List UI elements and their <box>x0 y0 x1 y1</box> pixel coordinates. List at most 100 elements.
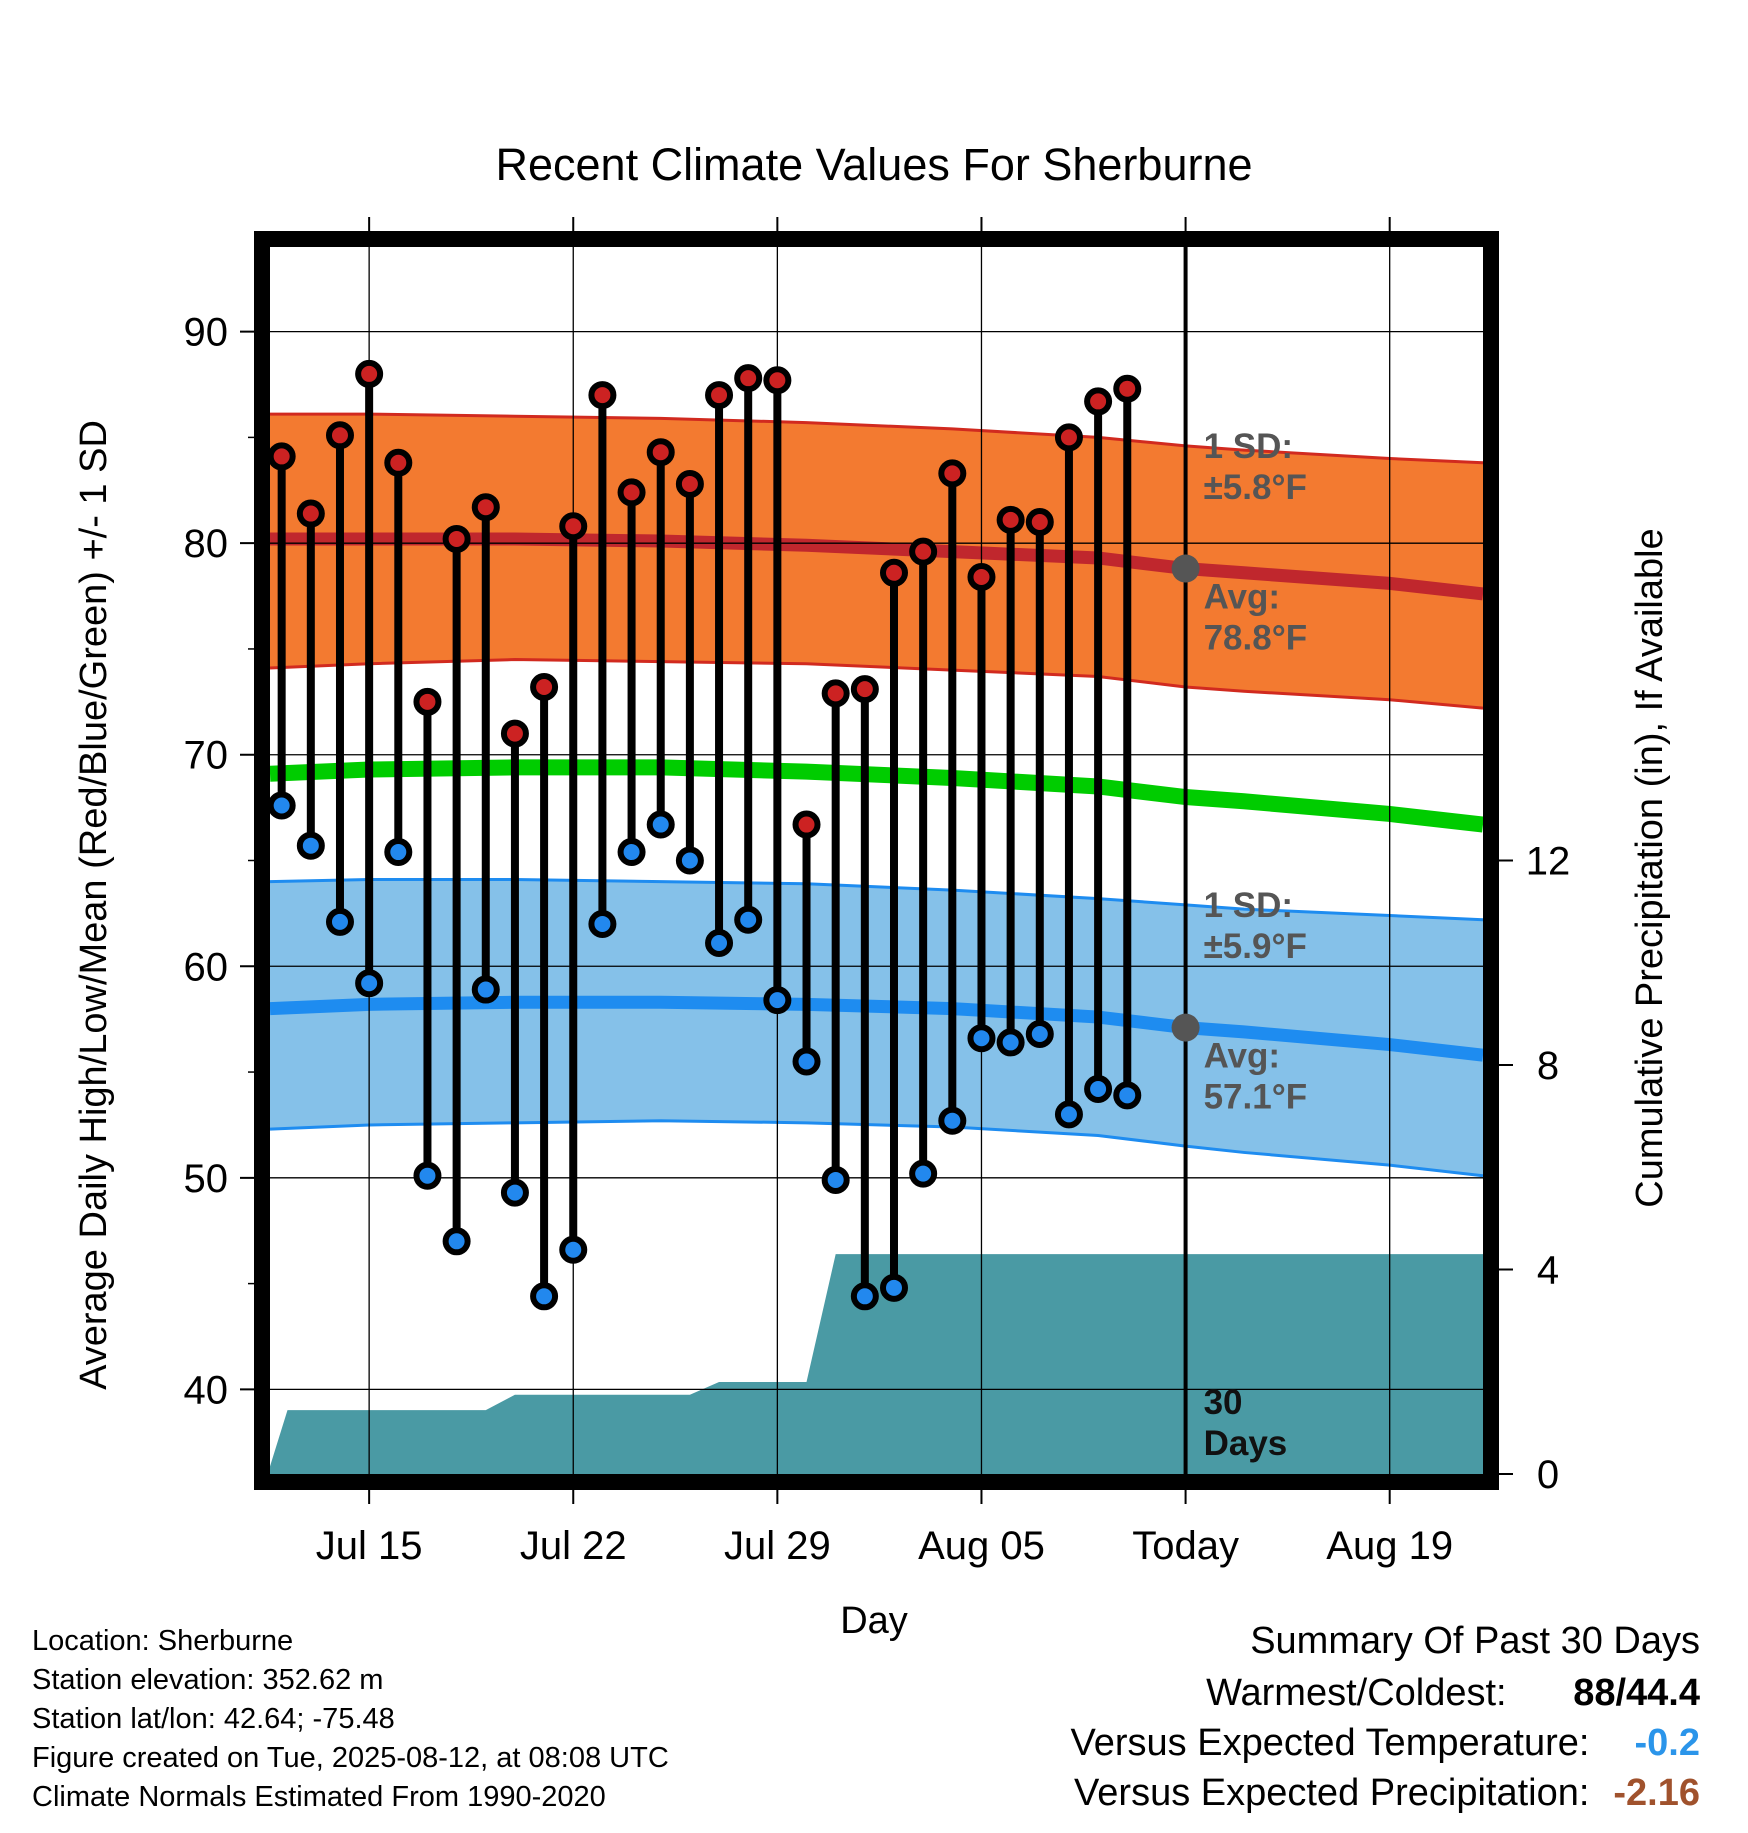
elevation-text: Station elevation: 352.62 m <box>32 1664 384 1696</box>
daily-low-point <box>646 810 675 839</box>
summary-title: Summary Of Past 30 Days <box>1250 1620 1700 1662</box>
location-text: Location: Sherburne <box>32 1625 294 1657</box>
daily-high-point <box>675 469 704 498</box>
daily-high-point <box>413 687 442 716</box>
temp-value: -0.2 <box>1634 1722 1700 1764</box>
normal-mean-line <box>270 759 1483 833</box>
daily-low-point <box>1113 1081 1142 1110</box>
x-tick-label: Aug 19 <box>1326 1524 1453 1568</box>
daily-high-point <box>879 558 908 587</box>
daily-low-point <box>996 1028 1025 1057</box>
y-tick-label-left: 80 <box>184 522 229 566</box>
daily-high-point <box>792 810 821 839</box>
y-tick-label-right: 12 <box>1526 840 1571 884</box>
daily-low-point <box>471 975 500 1004</box>
normals-text: Climate Normals Estimated From 1990-2020 <box>32 1781 606 1813</box>
daily-high-point <box>355 359 384 388</box>
daily-high-point <box>296 499 325 528</box>
chart-title: Recent Climate Values For Sherburne <box>495 139 1252 190</box>
daily-high-point <box>996 505 1025 534</box>
daily-low-point <box>1084 1074 1113 1103</box>
y-tick-label-left: 90 <box>184 311 229 355</box>
daily-low-point <box>967 1024 996 1053</box>
x-tick-label: Jul 15 <box>316 1524 423 1568</box>
daily-high-point <box>646 438 675 467</box>
precip-label: Versus Expected Precipitation: <box>1074 1772 1590 1814</box>
daily-low-point <box>413 1161 442 1190</box>
high-sd-annotation-line: ±5.8°F <box>1204 468 1307 507</box>
daily-low-point <box>296 831 325 860</box>
today-low-normal-marker <box>1171 1013 1200 1042</box>
low-sd-annotation-line: ±5.9°F <box>1204 927 1307 966</box>
low-avg-annotation-line: 57.1°F <box>1204 1078 1308 1117</box>
y-tick-label-left: 60 <box>184 945 229 989</box>
x-tick-label: Jul 22 <box>520 1524 627 1568</box>
warmest-label: Warmest/Coldest: <box>1206 1672 1507 1714</box>
low-avg-annotation-line: Avg: <box>1204 1037 1280 1076</box>
daily-high-point <box>850 675 879 704</box>
daily-high-point <box>270 442 296 471</box>
daily-low-point <box>850 1282 879 1311</box>
daily-high-point <box>1025 508 1054 537</box>
daily-low-point <box>705 929 734 958</box>
daily-low-point <box>355 969 384 998</box>
y-axis-label-right: Cumulative Precipitation (in), If Availa… <box>1629 528 1671 1207</box>
y-tick-label-right: 8 <box>1537 1044 1559 1088</box>
summary-warmest-row: Warmest/Coldest: 88/44.4 <box>1206 1672 1700 1715</box>
daily-low-point <box>792 1047 821 1076</box>
y-tick-label-right: 0 <box>1537 1453 1559 1497</box>
high-sd-band <box>270 414 1483 709</box>
window-days-annotation-line: Days <box>1204 1424 1288 1463</box>
daily-low-point <box>1054 1100 1083 1129</box>
daily-low-point <box>821 1165 850 1194</box>
daily-low-point <box>384 838 413 867</box>
precip-area <box>270 1254 1483 1474</box>
window-days-annotation: 30 Days <box>1204 1383 1288 1463</box>
daily-high-point <box>500 719 529 748</box>
x-tick-label: Aug 05 <box>918 1524 1045 1568</box>
daily-low-point <box>270 791 296 820</box>
daily-low-point <box>1025 1019 1054 1048</box>
daily-high-point <box>967 563 996 592</box>
coldest-low: 44.4 <box>1626 1672 1700 1714</box>
daily-low-point <box>442 1227 471 1256</box>
y-tick-label-left: 40 <box>184 1368 229 1412</box>
daily-high-point <box>821 679 850 708</box>
warmest-high: 88 <box>1573 1672 1616 1714</box>
precip-value: -2.16 <box>1613 1772 1700 1814</box>
latlon-text: Station lat/lon: 42.64; -75.48 <box>32 1703 395 1735</box>
daily-low-point <box>325 907 354 936</box>
today-high-normal-marker <box>1171 554 1200 583</box>
daily-high-point <box>325 421 354 450</box>
y-tick-label-left: 50 <box>184 1157 229 1201</box>
daily-high-point <box>734 364 763 393</box>
daily-low-point <box>588 909 617 938</box>
daily-low-point <box>675 846 704 875</box>
daily-low-point <box>734 905 763 934</box>
daily-high-point <box>705 381 734 410</box>
low-sd-annotation: 1 SD: ±5.9°F <box>1204 886 1307 966</box>
x-tick-label: Jul 29 <box>724 1524 831 1568</box>
warmest-value: 88/44.4 <box>1573 1672 1700 1715</box>
high-sd-annotation: 1 SD: ±5.8°F <box>1204 427 1307 507</box>
low-avg-annotation: Avg: 57.1°F <box>1204 1037 1308 1117</box>
y-axis-label-left: Average Daily High/Low/Mean (Red/Blue/Gr… <box>73 420 115 1390</box>
high-avg-annotation-line: Avg: <box>1204 578 1280 617</box>
daily-high-point <box>1054 423 1083 452</box>
low-sd-annotation-line: 1 SD: <box>1204 886 1293 925</box>
daily-low-point <box>559 1235 588 1264</box>
x-axis-label: Day <box>840 1600 908 1642</box>
low-sd-band <box>270 879 1483 1176</box>
daily-low-point <box>879 1273 908 1302</box>
y-tick-label-left: 70 <box>184 734 229 778</box>
high-avg-annotation: Avg: 78.8°F <box>1204 578 1308 658</box>
window-days-annotation-line: 30 <box>1204 1383 1243 1422</box>
daily-low-point <box>909 1159 938 1188</box>
daily-high-point <box>384 448 413 477</box>
x-tick-label: Today <box>1132 1524 1239 1568</box>
summary-temp-row: Versus Expected Temperature: -0.2 <box>1071 1722 1700 1765</box>
